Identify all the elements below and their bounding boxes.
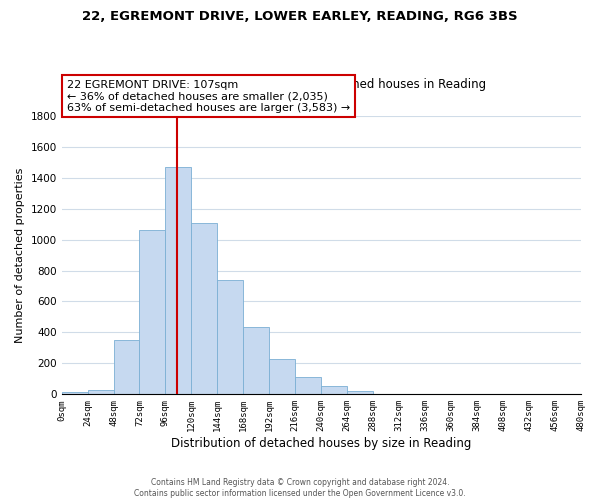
Bar (191, 222, 217, 394)
Bar (347, 391, 373, 394)
Title: Size of property relative to detached houses in Reading: Size of property relative to detached ho… (157, 78, 485, 91)
Bar (295, 378, 321, 394)
Bar (217, 280, 243, 394)
Bar (88, 390, 113, 394)
Text: 22, EGREMONT DRIVE, LOWER EARLEY, READING, RG6 3BS: 22, EGREMONT DRIVE, LOWER EARLEY, READIN… (82, 10, 518, 23)
Text: Contains HM Land Registry data © Crown copyright and database right 2024.
Contai: Contains HM Land Registry data © Crown c… (134, 478, 466, 498)
Bar (113, 340, 139, 394)
Bar (321, 386, 347, 394)
Bar (139, 230, 166, 394)
Y-axis label: Number of detached properties: Number of detached properties (15, 168, 25, 342)
Bar (243, 327, 269, 394)
Bar (269, 359, 295, 394)
Bar (166, 167, 191, 394)
X-axis label: Distribution of detached houses by size in Reading: Distribution of detached houses by size … (171, 437, 471, 450)
Bar (62, 392, 88, 394)
Text: 22 EGREMONT DRIVE: 107sqm
← 36% of detached houses are smaller (2,035)
63% of se: 22 EGREMONT DRIVE: 107sqm ← 36% of detac… (67, 80, 350, 113)
